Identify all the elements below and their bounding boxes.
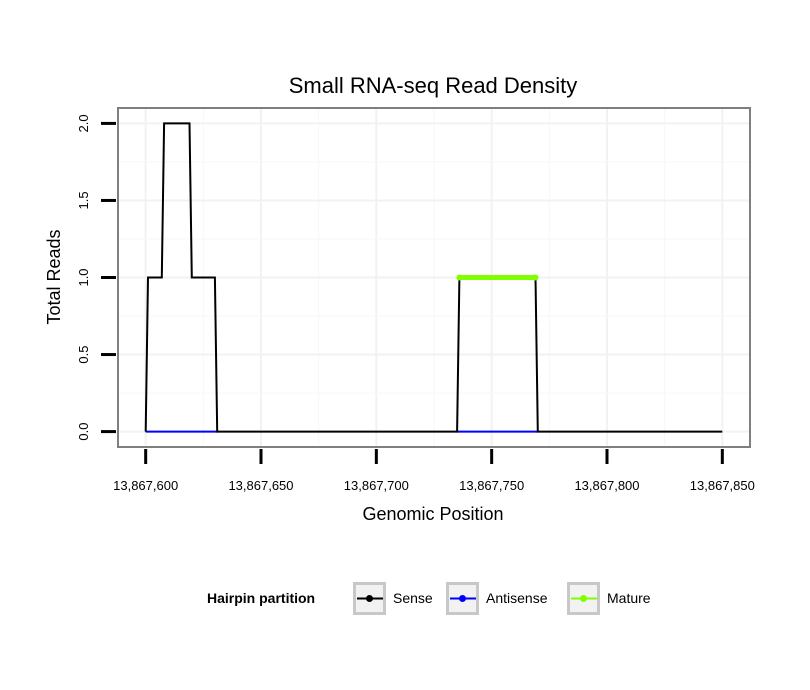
chart-title: Small RNA-seq Read Density [289, 73, 578, 98]
x-axis-title: Genomic Position [362, 504, 503, 524]
y-axis-title: Total Reads [44, 229, 64, 324]
x-tick-label: 13,867,650 [228, 478, 293, 493]
x-tick-label: 13,867,850 [690, 478, 755, 493]
series-point-mature [456, 274, 463, 281]
legend-key-point-antisense [459, 595, 466, 602]
y-tick-label: 0.0 [76, 423, 91, 441]
series-point-mature [532, 274, 539, 281]
legend: Hairpin partition Sense Antisense Mature [207, 582, 651, 615]
legend-key-point-mature [580, 595, 587, 602]
y-tick-label: 1.0 [76, 268, 91, 286]
legend-label-sense: Sense [393, 590, 433, 606]
x-tick-label: 13,867,800 [574, 478, 639, 493]
legend-title: Hairpin partition [207, 590, 315, 606]
axis-ticks: 13,867,600 13,867,650 13,867,700 13,867,750… [76, 114, 755, 493]
y-tick-label: 0.5 [76, 346, 91, 364]
x-tick-label: 13,867,700 [344, 478, 409, 493]
x-tick-label: 13,867,750 [459, 478, 524, 493]
x-tick-label: 13,867,600 [113, 478, 178, 493]
y-tick-label: 1.5 [76, 191, 91, 209]
legend-key-point-sense [366, 595, 373, 602]
legend-label-antisense: Antisense [486, 590, 548, 606]
series-lines [144, 122, 723, 433]
plot-panel [117, 107, 751, 448]
y-tick-label: 2.0 [76, 114, 91, 132]
legend-label-mature: Mature [607, 590, 651, 606]
